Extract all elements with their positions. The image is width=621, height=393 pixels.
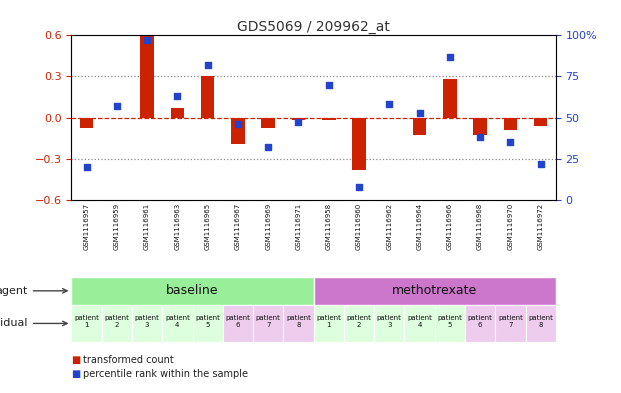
Bar [314,305,344,342]
Bar [201,77,214,118]
Bar [495,305,525,342]
Point [263,144,273,150]
Text: GSM1116961: GSM1116961 [144,203,150,250]
Text: GSM1116964: GSM1116964 [417,203,422,250]
Bar [534,118,548,126]
Bar [314,277,556,305]
Text: patient
5: patient 5 [437,315,462,328]
Point [384,101,394,108]
Bar [193,305,223,342]
Bar [504,118,517,130]
Text: GSM1116967: GSM1116967 [235,203,241,250]
Text: patient
2: patient 2 [104,315,129,328]
Point [324,81,333,88]
Point [475,134,485,140]
Text: patient
8: patient 8 [286,315,311,328]
Bar [292,118,306,120]
Point [294,119,304,126]
Bar [132,305,162,342]
Text: patient
7: patient 7 [256,315,281,328]
Point [505,139,515,145]
Text: GSM1116965: GSM1116965 [205,203,211,250]
Text: patient
7: patient 7 [498,315,523,328]
Bar [352,118,366,169]
Point [536,160,546,167]
Bar [465,305,495,342]
Text: GSM1116970: GSM1116970 [507,203,514,250]
Text: GSM1116959: GSM1116959 [114,203,120,250]
Text: patient
4: patient 4 [165,315,190,328]
Bar [374,305,404,342]
Bar [283,305,314,342]
Title: GDS5069 / 209962_at: GDS5069 / 209962_at [237,20,390,34]
Text: GSM1116960: GSM1116960 [356,203,362,250]
Text: baseline: baseline [166,284,219,298]
Bar [171,108,184,118]
Bar [71,277,314,305]
Bar [253,305,283,342]
Bar [223,305,253,342]
Text: patient
5: patient 5 [195,315,220,328]
Bar [344,305,374,342]
Bar [473,118,487,135]
Point [81,163,91,170]
Text: ■: ■ [71,369,81,379]
Text: patient
8: patient 8 [528,315,553,328]
Bar [322,118,335,120]
Text: individual: individual [0,318,67,329]
Point [354,184,364,190]
Text: agent: agent [0,286,67,296]
Text: methotrexate: methotrexate [392,284,478,298]
Bar [231,118,245,143]
Bar [79,118,93,129]
Point [173,93,183,99]
Bar [102,305,132,342]
Bar [525,305,556,342]
Text: GSM1116957: GSM1116957 [84,203,89,250]
Text: transformed count: transformed count [83,355,173,365]
Bar [413,118,427,135]
Point [112,103,122,109]
Point [142,37,152,44]
Text: patient
4: patient 4 [407,315,432,328]
Text: patient
3: patient 3 [135,315,160,328]
Text: GSM1116963: GSM1116963 [175,203,180,250]
Text: patient
2: patient 2 [347,315,371,328]
Point [202,62,212,68]
Text: GSM1116958: GSM1116958 [326,203,332,250]
Point [415,110,425,116]
Text: GSM1116962: GSM1116962 [386,203,392,250]
Text: patient
6: patient 6 [225,315,250,328]
Bar [404,305,435,342]
Bar [162,305,193,342]
Text: GSM1116969: GSM1116969 [265,203,271,250]
Bar [140,33,154,118]
Text: GSM1116966: GSM1116966 [447,203,453,250]
Bar [443,79,456,118]
Bar [261,118,275,129]
Text: ■: ■ [71,355,81,365]
Text: percentile rank within the sample: percentile rank within the sample [83,369,248,379]
Text: patient
1: patient 1 [74,315,99,328]
Text: patient
3: patient 3 [377,315,402,328]
Bar [71,305,102,342]
Text: patient
6: patient 6 [468,315,492,328]
Text: patient
1: patient 1 [316,315,341,328]
Text: GSM1116972: GSM1116972 [538,203,543,250]
Text: GSM1116968: GSM1116968 [477,203,483,250]
Text: GSM1116971: GSM1116971 [296,203,301,250]
Point [445,53,455,60]
Point [233,121,243,127]
Bar [435,305,465,342]
